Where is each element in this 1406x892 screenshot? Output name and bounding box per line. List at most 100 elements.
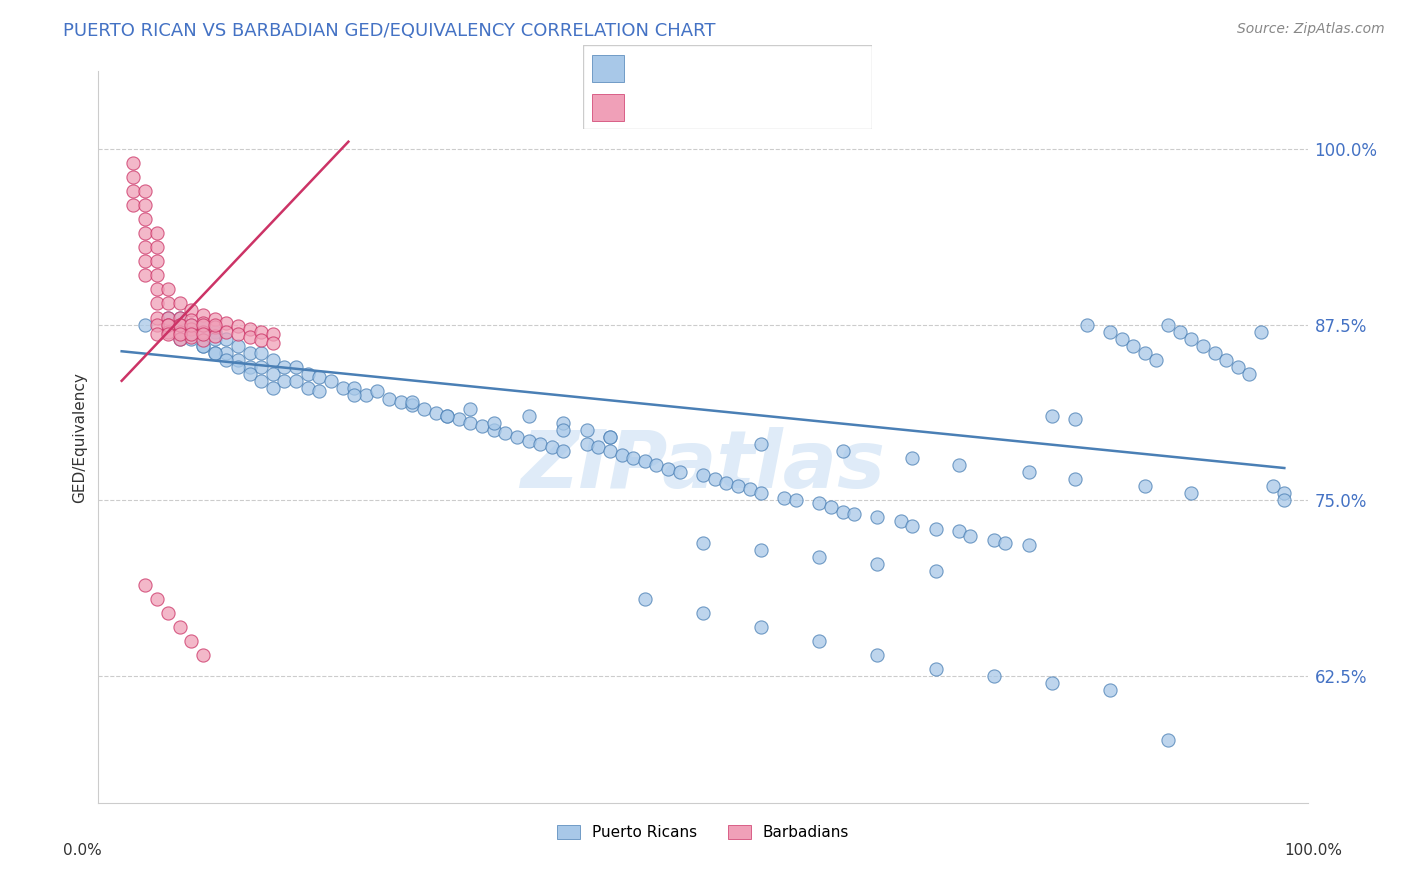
Point: [122, 198, 145, 212]
Point: [215, 325, 238, 339]
Point: [494, 425, 516, 440]
Point: [204, 325, 226, 339]
Point: [1064, 411, 1087, 425]
Point: [145, 240, 167, 254]
Point: [575, 423, 598, 437]
Point: [204, 328, 226, 343]
Point: [145, 268, 167, 283]
Point: [226, 359, 249, 374]
Point: [401, 398, 423, 412]
Point: [191, 338, 214, 352]
Point: [134, 268, 156, 283]
Point: [204, 312, 226, 326]
FancyBboxPatch shape: [583, 45, 872, 129]
Point: [157, 327, 180, 342]
Point: [191, 325, 214, 339]
Point: [239, 322, 262, 336]
Point: [262, 381, 284, 395]
Y-axis label: GED/Equivalency: GED/Equivalency: [72, 372, 87, 502]
Point: [808, 496, 831, 510]
Point: [134, 254, 156, 268]
Point: [540, 440, 562, 454]
Point: [157, 296, 180, 310]
Point: [169, 318, 191, 332]
Point: [180, 634, 202, 648]
Point: [157, 606, 180, 620]
Point: [517, 409, 540, 423]
Point: [668, 465, 690, 479]
Point: [1226, 359, 1249, 374]
Point: [332, 381, 354, 395]
Point: [122, 155, 145, 169]
Point: [517, 434, 540, 449]
Point: [122, 169, 145, 184]
Point: [808, 549, 831, 564]
Point: [262, 335, 284, 350]
Point: [191, 327, 214, 342]
Point: [239, 330, 262, 344]
Point: [169, 332, 191, 346]
Bar: [592, 94, 624, 120]
Point: [354, 388, 377, 402]
Point: [1133, 479, 1156, 493]
Point: [262, 367, 284, 381]
Point: [191, 318, 214, 332]
Point: [250, 345, 273, 359]
Point: [482, 423, 505, 437]
Point: [1098, 683, 1121, 698]
Text: 66: 66: [803, 99, 835, 114]
Point: [366, 384, 388, 398]
Point: [226, 327, 249, 342]
Point: [866, 557, 889, 571]
Point: [389, 395, 412, 409]
Point: [599, 444, 621, 458]
Point: [634, 591, 657, 606]
Point: [692, 535, 714, 549]
Point: [180, 303, 202, 318]
Point: [378, 392, 401, 406]
Point: [1272, 493, 1295, 508]
Point: [1122, 338, 1144, 352]
Point: [692, 606, 714, 620]
Text: N =: N =: [751, 61, 785, 76]
Point: [773, 491, 796, 505]
Text: 0.380: 0.380: [682, 99, 735, 114]
Text: PUERTO RICAN VS BARBADIAN GED/EQUIVALENCY CORRELATION CHART: PUERTO RICAN VS BARBADIAN GED/EQUIVALENC…: [63, 22, 716, 40]
Point: [145, 591, 167, 606]
Point: [1040, 409, 1063, 423]
Point: [285, 359, 308, 374]
Point: [215, 316, 238, 330]
Text: 0.0%: 0.0%: [63, 843, 103, 858]
Point: [343, 381, 366, 395]
Point: [866, 648, 889, 662]
Point: [553, 444, 575, 458]
Point: [1018, 538, 1040, 552]
Point: [703, 472, 725, 486]
Point: [553, 423, 575, 437]
Point: [308, 369, 330, 384]
Point: [924, 564, 946, 578]
Point: [1168, 325, 1191, 339]
Point: [180, 327, 202, 342]
Point: [273, 359, 295, 374]
Text: 100.0%: 100.0%: [1285, 843, 1343, 858]
Text: ZIPatlas: ZIPatlas: [520, 427, 886, 506]
Point: [308, 384, 330, 398]
Point: [471, 418, 494, 433]
Point: [808, 634, 831, 648]
Point: [134, 198, 156, 212]
Point: [297, 367, 319, 381]
Point: [145, 226, 167, 240]
Point: [1133, 345, 1156, 359]
Point: [250, 333, 273, 347]
Point: [1204, 345, 1226, 359]
Point: [180, 332, 202, 346]
Point: [506, 430, 529, 444]
Point: [169, 620, 191, 634]
Point: [191, 318, 214, 332]
Point: [191, 648, 214, 662]
Point: [157, 310, 180, 325]
Point: [749, 542, 772, 557]
Point: [169, 318, 191, 332]
Point: [180, 322, 202, 336]
